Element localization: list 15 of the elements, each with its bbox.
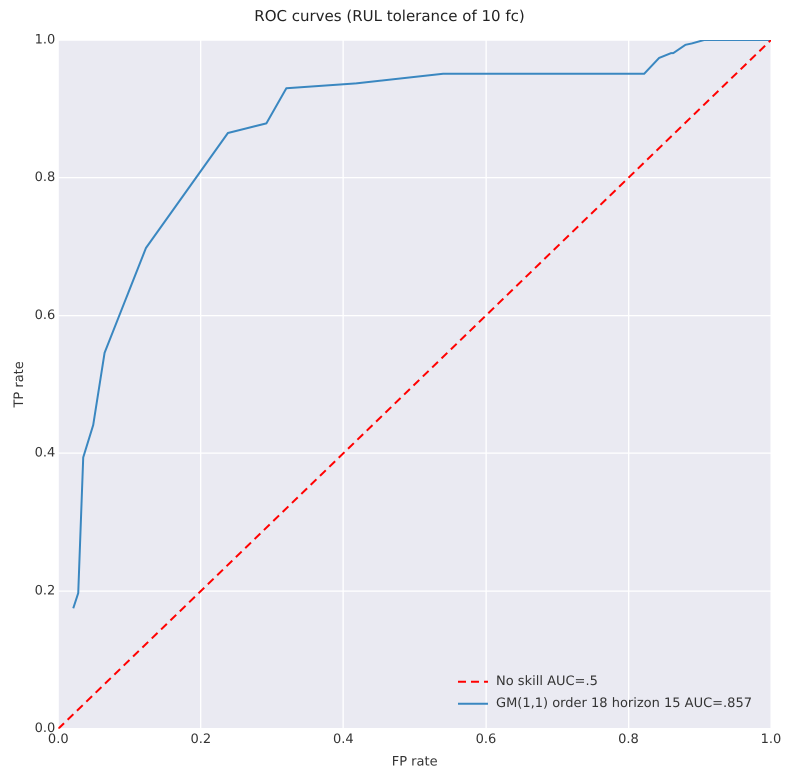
y-tick-label: 1.0 [34,32,56,48]
x-tick-label: 0.8 [618,732,639,747]
chart-title: ROC curves (RUL tolerance of 10 fc) [254,6,525,25]
x-tick-label: 0.6 [476,732,496,747]
y-axis-title: TP rate [12,361,28,409]
x-tick-label: 0.2 [190,732,212,747]
legend-label: GM(1,1) order 18 horizon 15 AUC=.857 [496,696,752,712]
legend-label: No skill AUC=.5 [496,674,598,690]
y-tick-label: 0.2 [34,583,56,598]
y-tick-label: 0.8 [34,170,56,186]
x-axis-title: FP rate [392,754,438,770]
y-tick-label: 0.4 [34,446,56,461]
x-tick-label: 1.0 [760,732,782,747]
y-tick-label: 0.6 [34,308,56,323]
x-tick-label: 0.4 [333,732,354,747]
